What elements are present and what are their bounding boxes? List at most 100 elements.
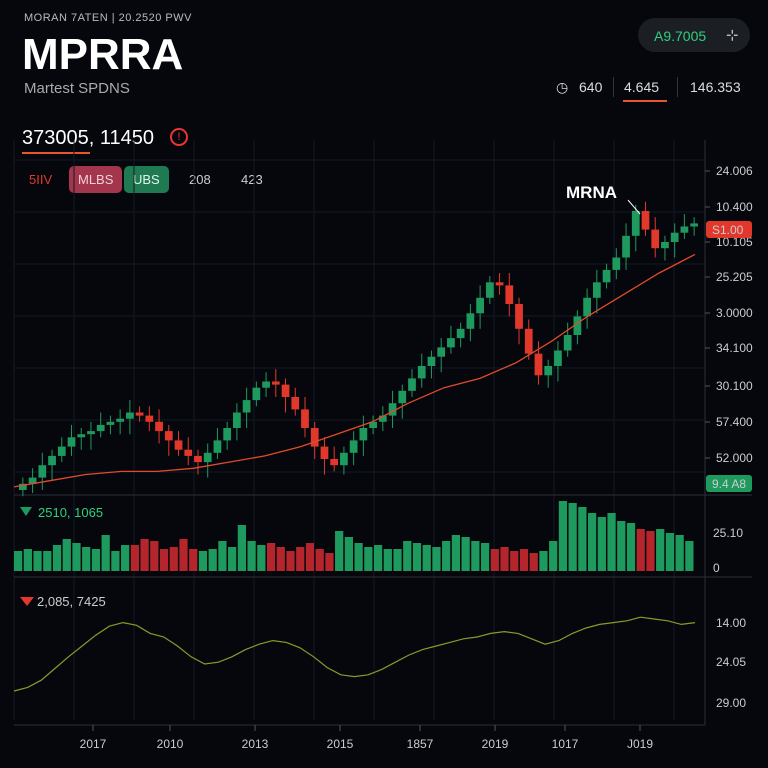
volume-bar [218,541,227,571]
candle [524,328,533,354]
candle [680,226,689,233]
volume-bar [636,529,645,571]
volume-bar [539,551,548,571]
volume-bar [354,543,363,571]
candle [651,229,660,249]
volume-bar [403,541,412,571]
candle [466,313,475,329]
volume-bar [121,545,130,571]
candle [77,434,86,438]
y-tick-label: 25.205 [716,270,753,284]
candle [398,390,407,404]
down-triangle-icon [20,597,34,606]
volume-bar [480,543,490,571]
candle [670,232,679,242]
quote-pill-value: A9.7005 [654,28,707,44]
stat-interval[interactable]: 640 [579,79,603,95]
volume-bar [412,543,422,571]
y-tick-label: 34.100 [716,341,753,355]
candle [378,415,387,422]
volume-bar [675,535,684,571]
x-tick-label: 2010 [157,737,184,751]
stat-total[interactable]: 146.353 [690,79,741,95]
y-tick-label: 3.0000 [716,306,753,320]
candle [96,424,105,432]
candle [38,465,47,478]
volume-bar [237,525,246,571]
indicator-y-label: 29.00 [716,696,746,710]
volume-bar [305,543,315,571]
candle [184,449,193,456]
candle [262,381,270,388]
candle [661,242,669,249]
volume-bar [276,547,285,571]
volume-bar [607,513,616,571]
candle [359,428,368,441]
indicator-y-label: 14.00 [716,616,746,630]
candle [164,431,173,441]
y-tick-label: 52.000 [716,451,753,465]
candle [505,285,514,304]
candle [554,350,562,366]
candle [310,428,319,447]
chip-5iiv[interactable]: 5IIV [29,172,53,187]
candle [544,366,553,376]
volume-bar [52,545,62,571]
volume-bar [393,549,402,571]
candle [417,366,426,379]
volume-bar [169,547,178,571]
volume-bar [587,513,597,571]
divider [613,77,614,97]
x-tick-label: 2015 [327,737,354,751]
volume-bar [150,541,159,571]
candle [155,421,163,432]
candle [223,428,232,441]
stat-value[interactable]: 4.645 [624,79,660,95]
quote-pill[interactable] [638,18,750,52]
candle [612,257,621,270]
candle [135,412,144,416]
candle [563,335,572,351]
x-tick-label: 1017 [552,737,579,751]
chip-423[interactable]: 423 [241,172,263,187]
chip-ubs[interactable]: UBS [124,166,169,193]
candle [456,328,465,339]
candle [369,421,377,428]
volume-bar [626,523,636,571]
y-tick-label: 24.006 [716,164,753,178]
volume-bar [549,541,558,571]
volume-bar [646,531,655,571]
indicator-line [13,616,696,692]
volume-bar [471,541,480,571]
last-price-tag [706,221,752,238]
x-tick-label: 2013 [242,737,269,751]
candle [67,437,76,447]
volume-bar [23,549,32,571]
candle [252,387,261,401]
annotation-arrow [627,199,641,215]
x-tick-label: 2019 [482,737,509,751]
volume-bar [451,535,461,571]
x-tick-label: J019 [627,737,653,751]
active-underline [623,100,667,102]
volume-bar [325,553,334,571]
candle [495,282,504,286]
pin-icon[interactable]: ⊹ [726,27,739,44]
volume-bar [91,549,101,571]
header-subtitle: MORAN 7ATEN | 20.2520 PWV [24,12,192,24]
volume-bar [597,517,606,571]
volume-bar [335,531,344,571]
volume-bar [568,503,577,571]
candle [427,356,436,366]
last-price-tag-label: S1.00 [712,223,744,237]
volume-y-label: 25.10 [713,526,743,540]
chip-mlbs[interactable]: MLBS [69,166,123,193]
candle [116,418,125,422]
candle [203,452,212,463]
candle [145,415,154,422]
candle [330,459,339,466]
candle [233,412,241,428]
volume-bar [685,541,694,571]
alert-icon[interactable]: ! [170,128,188,146]
